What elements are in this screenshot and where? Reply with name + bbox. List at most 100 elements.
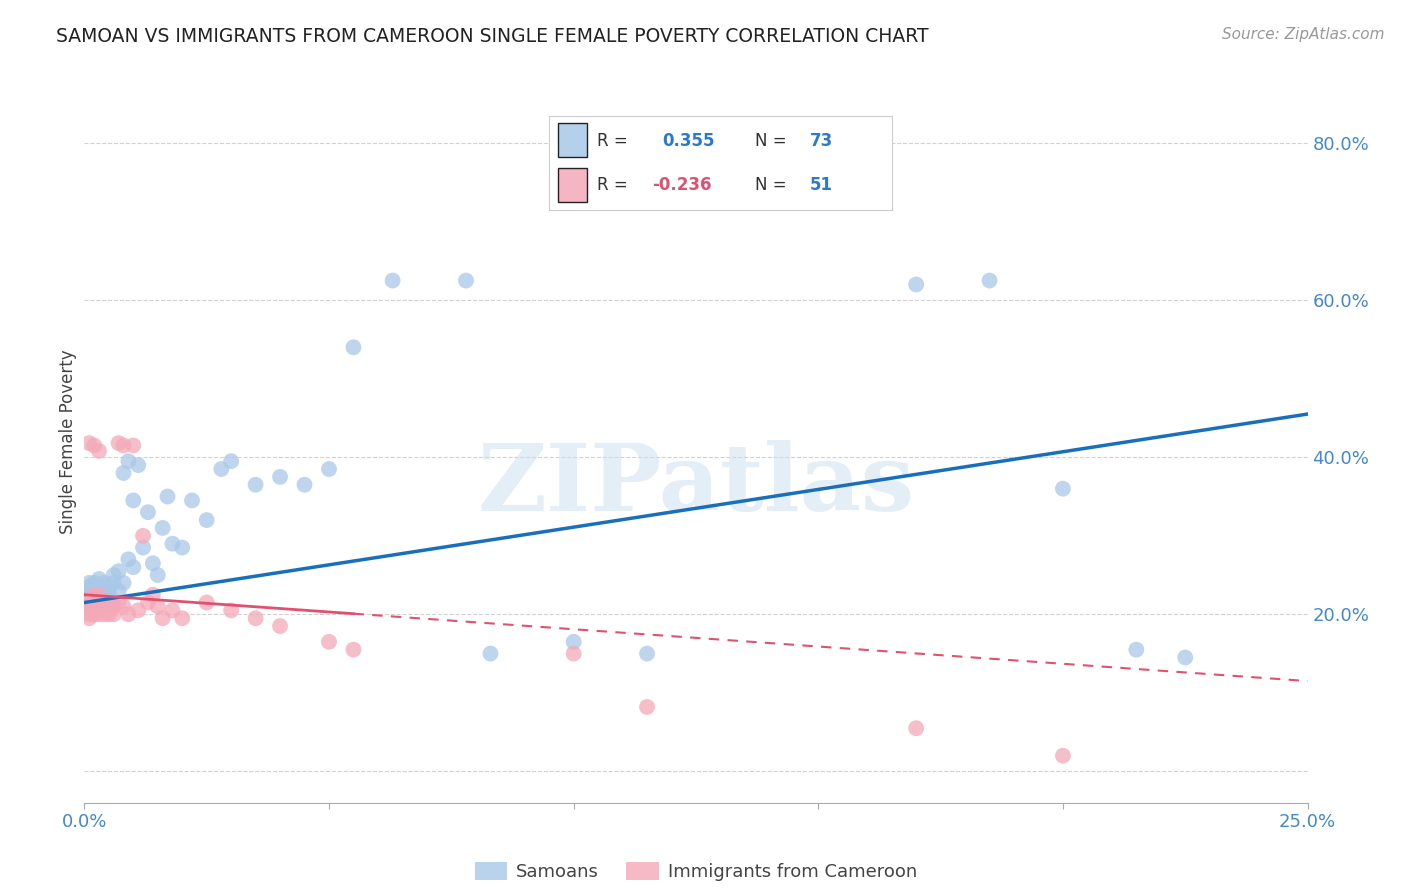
Point	[122, 560, 145, 574]
Point	[112, 438, 135, 452]
Text: SAMOAN VS IMMIGRANTS FROM CAMEROON SINGLE FEMALE POVERTY CORRELATION CHART: SAMOAN VS IMMIGRANTS FROM CAMEROON SINGL…	[56, 27, 929, 45]
Point	[117, 607, 139, 622]
Point	[127, 458, 149, 472]
Point	[142, 588, 165, 602]
Point	[162, 536, 184, 550]
Point	[1174, 650, 1197, 665]
Point	[77, 607, 100, 622]
Point	[93, 595, 115, 609]
Point	[93, 595, 115, 609]
Point	[87, 595, 110, 609]
Point	[342, 642, 364, 657]
Point	[905, 277, 928, 292]
Point	[172, 541, 194, 555]
Point	[97, 595, 120, 609]
Point	[107, 564, 129, 578]
Point	[454, 274, 477, 288]
Point	[93, 575, 115, 590]
Point	[195, 595, 218, 609]
Point	[93, 583, 115, 598]
Point	[77, 436, 100, 450]
Point	[87, 595, 110, 609]
Point	[77, 599, 100, 614]
Point	[77, 591, 100, 606]
Point	[318, 635, 340, 649]
Point	[381, 274, 404, 288]
Point	[103, 595, 125, 609]
Point	[269, 470, 291, 484]
Point	[103, 575, 125, 590]
Point	[219, 603, 242, 617]
Point	[107, 436, 129, 450]
Point	[209, 462, 232, 476]
Point	[87, 444, 110, 458]
Point	[152, 521, 174, 535]
Point	[83, 595, 105, 609]
Point	[122, 438, 145, 452]
Point	[136, 505, 159, 519]
Point	[136, 595, 159, 609]
Point	[83, 593, 105, 607]
Point	[142, 556, 165, 570]
Point	[97, 580, 120, 594]
Point	[112, 575, 135, 590]
Point	[245, 477, 267, 491]
Point	[195, 513, 218, 527]
Point	[979, 274, 1001, 288]
Point	[97, 607, 120, 622]
Point	[77, 591, 100, 606]
Point	[83, 588, 105, 602]
Point	[83, 590, 105, 604]
Point	[93, 607, 115, 622]
Point	[122, 493, 145, 508]
Point	[117, 552, 139, 566]
Point	[245, 611, 267, 625]
Point	[562, 647, 585, 661]
Point	[269, 619, 291, 633]
Y-axis label: Single Female Poverty: Single Female Poverty	[59, 350, 77, 533]
Point	[83, 607, 105, 622]
Point	[1125, 642, 1147, 657]
Legend: Samoans, Immigrants from Cameroon: Samoans, Immigrants from Cameroon	[468, 855, 924, 888]
Point	[87, 585, 110, 599]
Point	[1052, 482, 1074, 496]
Point	[112, 466, 135, 480]
Point	[83, 591, 105, 606]
Point	[93, 590, 115, 604]
Point	[294, 477, 316, 491]
Point	[107, 595, 129, 609]
Point	[77, 611, 100, 625]
Point	[97, 583, 120, 598]
Point	[97, 595, 120, 609]
Point	[87, 591, 110, 606]
Point	[83, 593, 105, 607]
Point	[117, 454, 139, 468]
Point	[636, 647, 658, 661]
Point	[112, 599, 135, 614]
Point	[83, 580, 105, 594]
Point	[83, 438, 105, 452]
Point	[132, 541, 155, 555]
Point	[87, 607, 110, 622]
Point	[1052, 748, 1074, 763]
Point	[83, 585, 105, 599]
Point	[77, 585, 100, 599]
Point	[93, 588, 115, 602]
Point	[636, 700, 658, 714]
Point	[146, 568, 169, 582]
Point	[172, 611, 194, 625]
Point	[87, 598, 110, 612]
Point	[77, 583, 100, 598]
Point	[77, 595, 100, 609]
Point	[156, 490, 179, 504]
Point	[87, 588, 110, 602]
Point	[103, 599, 125, 614]
Point	[83, 607, 105, 622]
Point	[162, 603, 184, 617]
Point	[318, 462, 340, 476]
Point	[83, 588, 105, 602]
Point	[77, 588, 100, 602]
Point	[87, 580, 110, 594]
Point	[77, 580, 100, 594]
Point	[107, 583, 129, 598]
